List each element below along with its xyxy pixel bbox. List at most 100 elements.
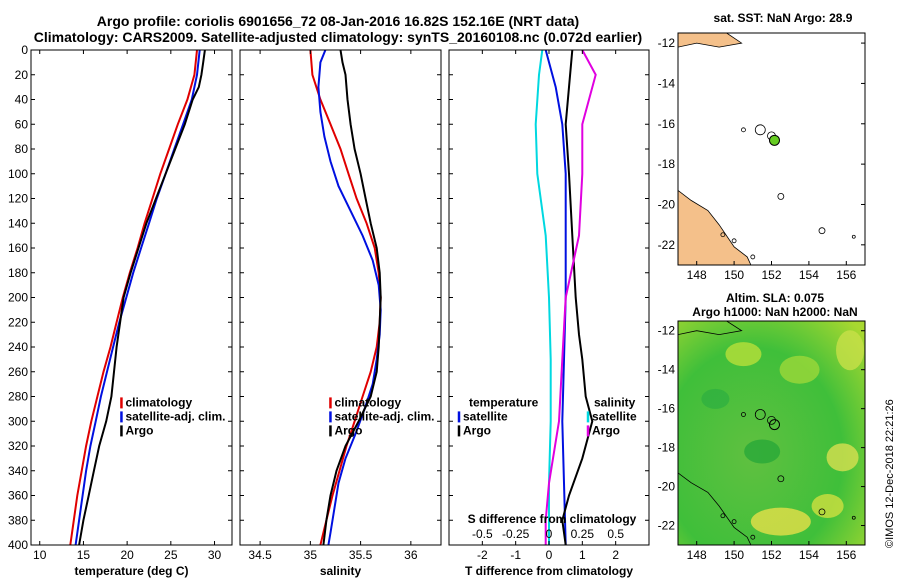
sla-blob-2: [836, 330, 865, 371]
difference-panel: -2 -1 0 1 2 T difference from climatology temp…: [448, 49, 650, 578]
diff-x2tick-label-0: -0.5: [472, 527, 493, 541]
differences-xtick-label-4: 2: [612, 548, 619, 562]
map-sla-ytick-label-1: -14: [658, 363, 676, 377]
map-sst-xtick-label-3: 154: [799, 268, 819, 282]
map-sla-reef-2: [741, 412, 746, 417]
temperature-series-0: [69, 49, 198, 546]
map-sst-ytick-label-3: -18: [658, 157, 676, 171]
map-sla-xtick-label-1: 150: [724, 548, 744, 562]
temperature-legend-label-0: climatology: [125, 395, 192, 409]
depth-tick-label-6: 120: [8, 192, 28, 206]
map-sla-reef-3: [777, 475, 785, 483]
depth-tick-label-0: 0: [21, 43, 28, 57]
sla-blob-0: [725, 342, 762, 367]
map-sla-reef-8: [750, 534, 756, 540]
sla-blob-1: [779, 355, 820, 384]
diff-legend-temp-heading: temperature: [469, 395, 539, 409]
salinity-xtick-label-3: 36: [404, 548, 418, 562]
sla-map: 148 150 152 154 156 -12 -14 -16 -18 -20 -22: [658, 320, 866, 562]
map-sla-xtick-label-2: 152: [761, 548, 781, 562]
map-sla-argo-marker: [768, 419, 780, 431]
depth-tick-label-18: 360: [8, 489, 28, 503]
differences-series-1: [561, 49, 594, 546]
depth-tick-label-12: 240: [8, 340, 28, 354]
map-sst-reef-5: [851, 234, 856, 239]
differences-series-3: [544, 49, 597, 545]
salinity-legend-label-1: satellite-adj. clim.: [334, 409, 434, 423]
map-sst-reef-3: [777, 193, 785, 200]
map-sla-reef-5: [851, 515, 856, 520]
temperature-legend-label-2: Argo: [125, 423, 153, 437]
depth-tick-label-13: 260: [8, 365, 28, 379]
diff-legend-sal-heading: salinity: [594, 395, 636, 409]
salinity-series-2: [322, 49, 382, 546]
map-sla-ytick-label-0: -12: [658, 324, 676, 338]
map-sla-xtick-label-0: 148: [687, 548, 707, 562]
salinity-xtick-label-2: 35.5: [349, 548, 373, 562]
imos-watermark: ©IMOS 12-Dec-2018 22:21:26: [884, 399, 896, 548]
map-sla-reef-6: [720, 513, 726, 519]
sla-map-title-2: Argo h1000: NaN h2000: NaN: [692, 305, 857, 319]
differences-xtick-label-3: 1: [579, 548, 586, 562]
map-sla-australia-coast: [678, 472, 752, 545]
map-sst-ytick-label-2: -16: [658, 117, 676, 131]
sst-map: 148 150 152 154 156 -12 -14 -16 -18 -20 -22: [658, 32, 866, 282]
diff-x2tick-label-4: 0.5: [607, 527, 624, 541]
sla-blob-4: [826, 443, 859, 472]
depth-tick-label-2: 40: [15, 93, 29, 107]
differences-xtick-label-0: -2: [477, 548, 488, 562]
diff-legend-temp-label-0: satellite: [463, 409, 508, 423]
temperature-xtick-label-0: 10: [33, 548, 47, 562]
depth-tick-label-14: 280: [8, 390, 28, 404]
differences-series-2: [534, 49, 552, 545]
depth-tick-label-20: 400: [8, 538, 28, 552]
depth-tick-label-10: 200: [8, 291, 28, 305]
title-line1: Argo profile: coriolis 6901656_72 08-Jan…: [97, 13, 579, 29]
salinity-xlabel: salinity: [320, 564, 362, 578]
map-sst-png-coast: [678, 33, 743, 48]
salinity-legend-label-2: Argo: [334, 423, 362, 437]
salinity-panel: 34.5 35 35.5 36 salinity climatologysatellite…: [239, 49, 442, 578]
temperature-legend-label-1: satellite-adj. clim.: [125, 409, 225, 423]
depth-tick-label-5: 100: [8, 167, 28, 181]
diff-x2tick-label-3: 0.25: [571, 527, 595, 541]
sst-map-title: sat. SST: NaN Argo: 28.9: [714, 11, 853, 25]
map-sla-ytick-label-5: -22: [658, 519, 676, 533]
diff-legend-sal-label-1: Argo: [592, 423, 620, 437]
map-sst-content: [678, 33, 856, 265]
depth-tick-label-4: 80: [15, 142, 29, 156]
salinity-legend-label-0: climatology: [334, 395, 401, 409]
map-sst-xtick-label-1: 150: [724, 268, 744, 282]
salinity-xtick-label-1: 35: [304, 548, 318, 562]
temperature-xtick-label-4: 30: [208, 548, 222, 562]
differences-xtick-label-2: 0: [546, 548, 553, 562]
temperature-series-1: [74, 49, 201, 546]
map-sst-ytick-label-1: -14: [658, 76, 676, 90]
depth-tick-label-17: 340: [8, 464, 28, 478]
depth-tick-label-15: 300: [8, 414, 28, 428]
diff-x2tick-label-2: 0: [546, 527, 553, 541]
depth-tick-label-1: 20: [15, 68, 29, 82]
differences-series-0: [544, 49, 567, 546]
map-sst-ytick-label-5: -22: [658, 238, 676, 252]
map-sst-reef-0: [754, 124, 766, 136]
differences-xlabel: T difference from climatology: [465, 564, 633, 578]
map-sst-reef-6: [720, 232, 726, 238]
map-sst-reef-7: [731, 238, 737, 244]
map-sla-reef-1: [767, 415, 776, 425]
map-sst-argo-marker: [768, 134, 780, 146]
diff-legend-temp-label-1: Argo: [463, 423, 491, 437]
map-sla-png-coast: [678, 321, 743, 336]
map-sla-reef-7: [731, 519, 737, 525]
map-sst-ytick-label-0: -12: [658, 36, 676, 50]
map-sst-xtick-label-4: 156: [836, 268, 856, 282]
temperature-frame: [30, 49, 233, 546]
map-sst-ytick-label-4: -20: [658, 197, 676, 211]
diff-x2tick-label-1: -0.25: [502, 527, 530, 541]
depth-tick-label-3: 60: [15, 117, 29, 131]
depth-tick-label-8: 160: [8, 241, 28, 255]
sla-blob-7: [744, 439, 781, 464]
map-sla-ytick-label-2: -16: [658, 402, 676, 416]
sla-map-title-1: Altim. SLA: 0.075: [726, 291, 824, 305]
